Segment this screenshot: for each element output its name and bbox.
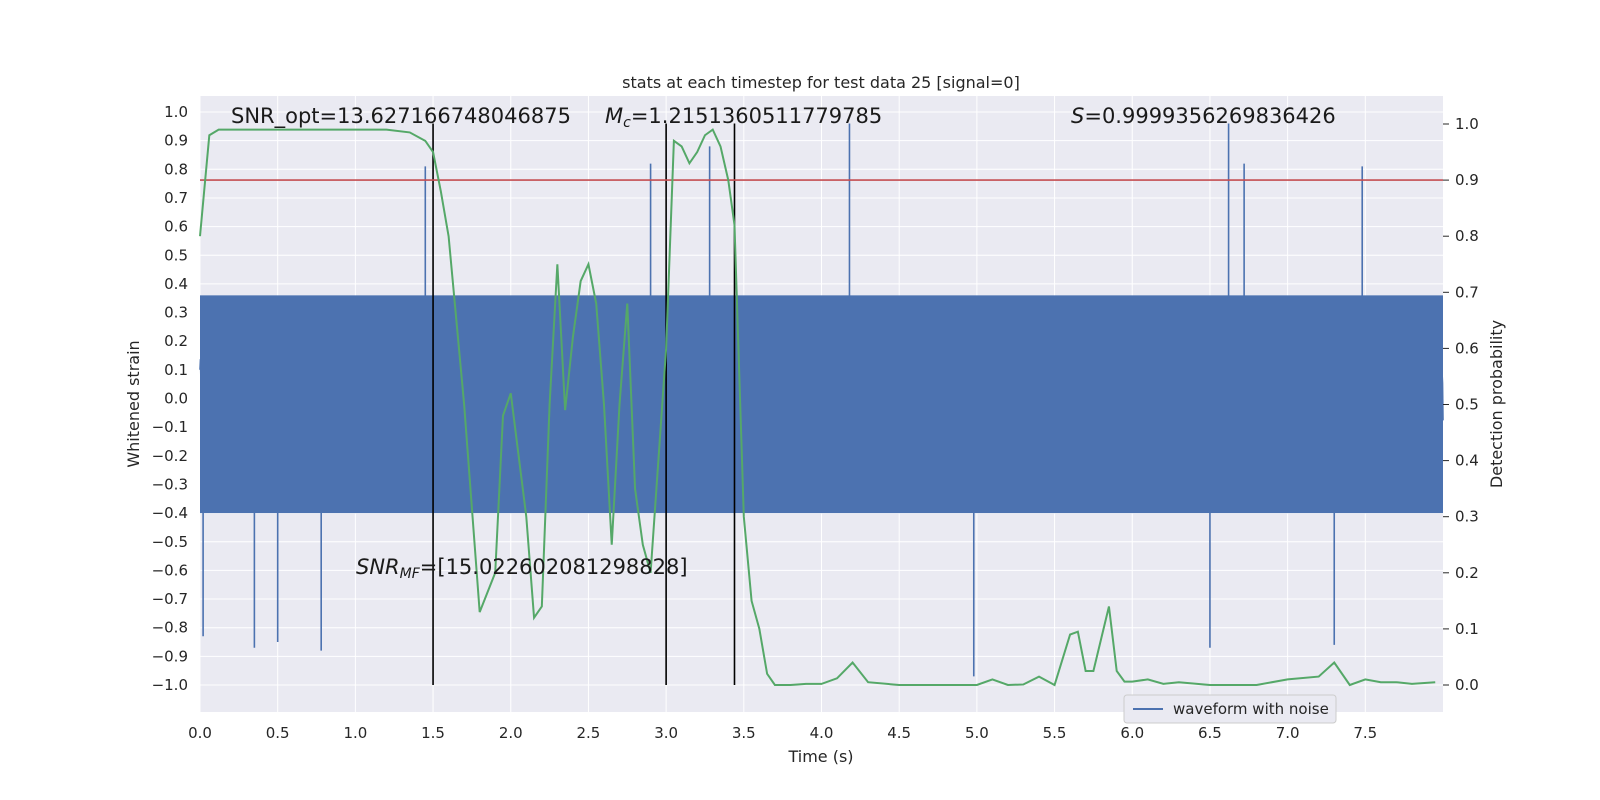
snr-mf-value: =[15.022602081298828] [420, 555, 688, 579]
y-tick-label-right: 0.3 [1455, 508, 1479, 526]
y-tick-label-left: 0.8 [164, 160, 188, 178]
vertical-lines [432, 123, 736, 685]
snr-mf-symbol: SNR [356, 555, 400, 579]
y-tick-label-left: 0.6 [164, 218, 188, 236]
y-tick-label-left: 0.1 [164, 361, 188, 379]
x-tick-label: 5.0 [965, 724, 989, 742]
y-ticks-right: 1.0 0.9 0.8 0.7 0.6 0.5 0.4 0.3 0.2 0.1 0.0 [1443, 115, 1479, 694]
y-tick-label-right: 0.4 [1455, 452, 1479, 470]
x-tick-label: 4.5 [887, 724, 911, 742]
y-tick-label-right: 0.9 [1455, 171, 1479, 189]
y-axis-label-right: Detection probability [1487, 320, 1506, 488]
y-tick-label-right: 0.6 [1455, 339, 1479, 357]
x-tick-label: 1.0 [343, 724, 367, 742]
snr-mf-annotation: SNRMF=[15.022602081298828] [356, 555, 688, 582]
y-tick-label-left: 0.3 [164, 304, 188, 322]
y-tick-label-left: −0.9 [152, 647, 188, 665]
y-tick-label-left: −0.2 [152, 447, 188, 465]
y-axis-label-left: Whitened strain [124, 340, 143, 467]
y-tick-label-left: −0.7 [152, 590, 188, 608]
y-tick-label-right: 0.5 [1455, 396, 1479, 414]
x-tick-label: 1.5 [421, 724, 445, 742]
legend-entry-waveform: waveform with noise [1173, 700, 1329, 718]
y-tick-label-left: −0.5 [152, 533, 188, 551]
x-ticks: 0.0 0.5 1.0 1.5 2.0 2.5 3.0 3.5 4.0 4.5 5.0 5.5 6.0 6… [188, 724, 1377, 742]
s-symbol: S [1071, 104, 1084, 128]
snr-opt-annotation: SNR_opt=13.627166748046875 [231, 104, 571, 129]
y-tick-label-left: 0.7 [164, 189, 188, 207]
x-tick-label: 3.0 [654, 724, 678, 742]
y-tick-label-right: 0.1 [1455, 620, 1479, 638]
x-tick-label: 2.0 [499, 724, 523, 742]
y-tick-label-left: −0.1 [152, 418, 188, 436]
mc-value: =1.2151360511779785 [631, 104, 882, 128]
y-tick-label-right: 1.0 [1455, 115, 1479, 133]
y-tick-label-left: 0.4 [164, 275, 188, 293]
y-tick-label-left: −1.0 [152, 676, 188, 694]
probability-series [199, 128, 1436, 687]
x-tick-label: 2.5 [577, 724, 601, 742]
y-ticks-left: 1.0 0.9 0.8 0.7 0.6 0.5 0.4 0.3 0.2 0.1 0.0 −0.1 −0.… [152, 103, 188, 694]
y-tick-label-right: 0.7 [1455, 283, 1479, 301]
legend: waveform with noise [1123, 694, 1337, 724]
x-tick-label: 0.5 [266, 724, 290, 742]
y-tick-label-left: −0.6 [152, 561, 188, 579]
y-tick-label-left: −0.8 [152, 619, 188, 637]
y-tick-label-left: −0.3 [152, 475, 188, 493]
mc-subscript: c [623, 115, 631, 131]
mc-annotation: Mc=1.2151360511779785 [605, 104, 882, 131]
y-tick-label-left: −0.4 [152, 504, 188, 522]
x-tick-label: 6.0 [1120, 724, 1144, 742]
s-value: =0.9999356269836426 [1084, 104, 1335, 128]
mc-symbol: M [605, 104, 623, 128]
x-tick-label: 7.5 [1353, 724, 1377, 742]
y-tick-label-left: 0.5 [164, 246, 188, 264]
y-tick-label-right: 0.0 [1455, 676, 1479, 694]
probability-line [199, 128, 1436, 687]
x-tick-label: 6.5 [1198, 724, 1222, 742]
legend-box [1123, 694, 1337, 724]
y-tick-label-left: 0.2 [164, 332, 188, 350]
y-tick-label-left: 0.9 [164, 132, 188, 150]
waveform-series [199, 123, 1444, 677]
y-tick-label-left: 1.0 [164, 103, 188, 121]
y-tick-label-right: 0.2 [1455, 564, 1479, 582]
y-tick-label-right: 0.8 [1455, 227, 1479, 245]
x-tick-label: 4.0 [810, 724, 834, 742]
chart-title: stats at each timestep for test data 25 … [622, 73, 1020, 92]
x-tick-label: 5.5 [1043, 724, 1067, 742]
waveform-core-band [200, 295, 1443, 514]
x-tick-label: 0.0 [188, 724, 212, 742]
x-tick-label: 3.5 [732, 724, 756, 742]
y-tick-label-left: 0.0 [164, 390, 188, 408]
x-tick-label: 7.0 [1276, 724, 1300, 742]
snr-mf-subscript: MF [400, 566, 421, 582]
x-axis-label: Time (s) [787, 747, 853, 766]
s-annotation: S=0.9999356269836426 [1071, 104, 1336, 128]
